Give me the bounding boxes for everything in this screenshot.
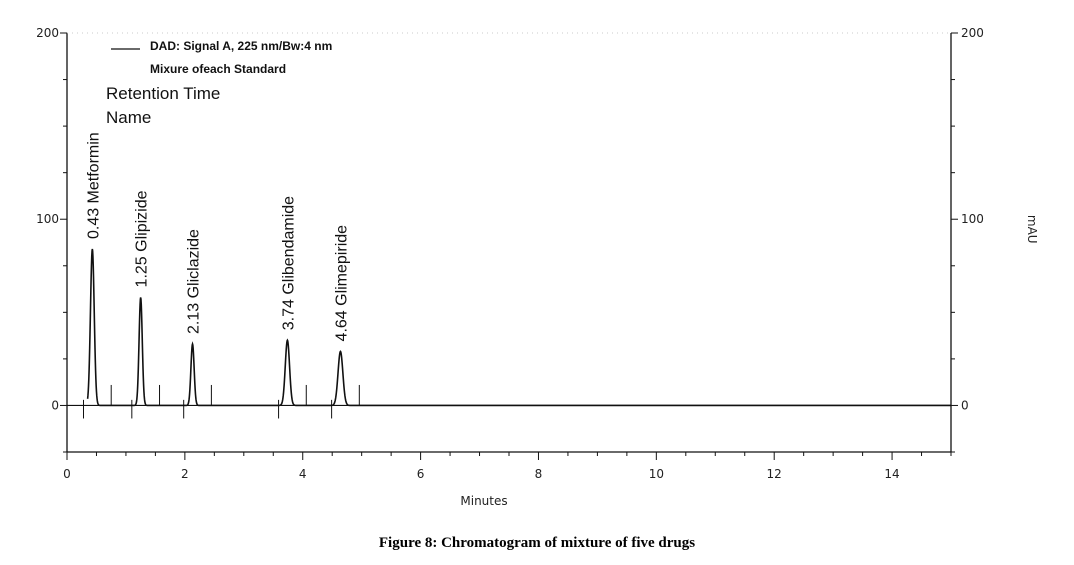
peak-label: 4.64 Glimepiride [333,225,350,342]
peak-label: 1.25 Glipizide [134,190,151,287]
x-tick-label: 12 [767,467,782,481]
x-tick-label: 0 [63,467,71,481]
legend-line-1: DAD: Signal A, 225 nm/Bw:4 nm [150,39,332,53]
x-tick-label: 2 [181,467,189,481]
legend-line-2: Mixure ofeach Standard [150,62,286,76]
peak-label: 3.74 Glibendamide [280,196,297,330]
peak-label: 0.43 Metformin [85,132,102,239]
x-axis-label: Minutes [460,494,507,508]
y-tick-label-right: 100 [961,212,984,226]
figure-caption: Figure 8: Chromatogram of mixture of fiv… [378,535,696,551]
x-tick-label: 6 [417,467,425,481]
y-tick-label-left: 100 [36,212,59,226]
x-tick-label: 8 [535,467,543,481]
peak-label: 2.13 Gliclazide [186,229,203,334]
y-tick-label-left: 200 [36,26,59,40]
y-tick-label-right: 200 [961,26,984,40]
chart-labels: Minutes mAU 0.43 Metformin 1.25 Glipizide 2.… [85,39,1039,508]
y-axis-label: mAU [1025,215,1039,244]
chart-marks [83,248,951,419]
chromatogram-chart: 0 2 4 6 8 10 12 14 0 0 100 100 200 200 Minutes mAU 0.43… [36,26,1039,508]
x-tick-label: 10 [649,467,664,481]
y-tick-label-right: 0 [961,398,969,412]
header-line: Name [106,108,151,127]
chromatogram-trace [86,248,951,407]
header-line: Retention Time [106,84,220,103]
x-tick-label: 4 [299,467,307,481]
y-tick-label-left: 0 [51,398,59,412]
x-tick-label: 14 [884,467,899,481]
